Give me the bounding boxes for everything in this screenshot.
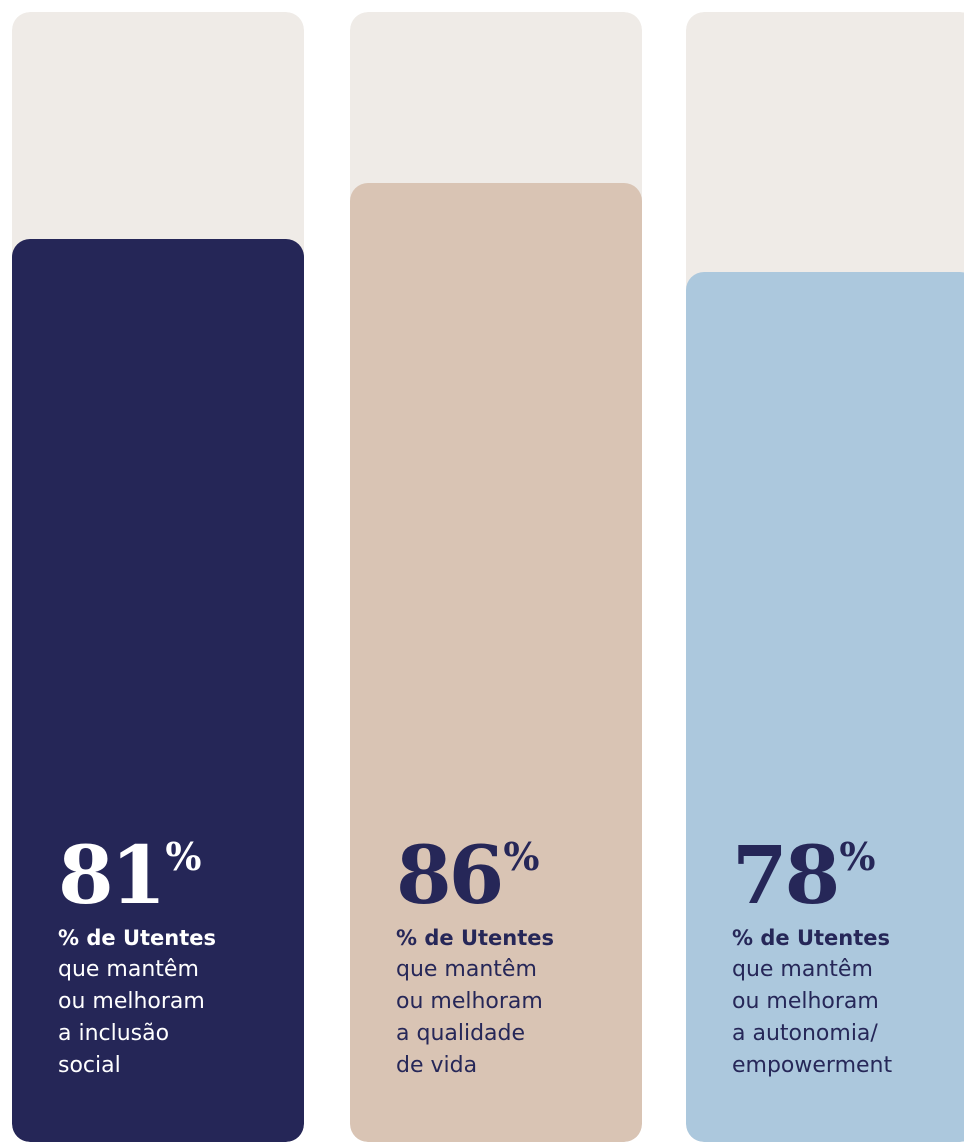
stat-value-row: 86% — [396, 832, 632, 918]
bar-fill-autonomia-empowerment — [686, 272, 964, 1142]
stat-label-line: ou melhoram — [732, 989, 879, 1014]
card-text: 86% % de Utentes que mantêm ou melhoram … — [396, 832, 632, 1082]
bar-fill-inclusao-social — [12, 239, 304, 1142]
stat-label-line: ou melhoram — [396, 989, 543, 1014]
stat-value: 81 — [58, 828, 166, 922]
stat-card-inclusao-social: 81% % de Utentes que mantêm ou melhoram … — [12, 12, 304, 1142]
stat-value-row: 78% — [732, 832, 964, 918]
stat-label-strong: % de Utentes — [58, 926, 217, 950]
stat-label-line: que mantêm — [732, 957, 873, 982]
stat-label-line: que mantêm — [58, 957, 199, 982]
stat-label-strong: % de Utentes — [396, 926, 555, 950]
stat-value: 86 — [396, 828, 504, 922]
card-text: 78% % de Utentes que mantêm ou melhoram … — [732, 832, 964, 1082]
stat-label-line: de vida — [396, 1053, 478, 1078]
stat-label-line: a qualidade — [396, 1021, 526, 1046]
stat-label-line: a inclusão — [58, 1021, 170, 1046]
card-text: 81% % de Utentes que mantêm ou melhoram … — [58, 832, 294, 1082]
stat-label-line: a autonomia/ — [732, 1021, 878, 1046]
percent-sign: % — [503, 834, 540, 879]
stat-label-line: ou melhoram — [58, 989, 205, 1014]
stat-value-row: 81% — [58, 832, 294, 918]
stat-label-line: empowerment — [732, 1053, 893, 1078]
stat-card-autonomia-empowerment: 78% % de Utentes que mantêm ou melhoram … — [686, 12, 964, 1142]
stat-label-line: que mantêm — [396, 957, 537, 982]
bar-fill-qualidade-de-vida — [350, 183, 642, 1142]
stat-label-strong: % de Utentes — [732, 926, 891, 950]
stat-card-qualidade-de-vida: 86% % de Utentes que mantêm ou melhoram … — [350, 12, 642, 1142]
percent-sign: % — [165, 834, 202, 879]
stat-value: 78 — [732, 828, 840, 922]
percent-sign: % — [839, 834, 876, 879]
stat-label-line: social — [58, 1053, 121, 1078]
